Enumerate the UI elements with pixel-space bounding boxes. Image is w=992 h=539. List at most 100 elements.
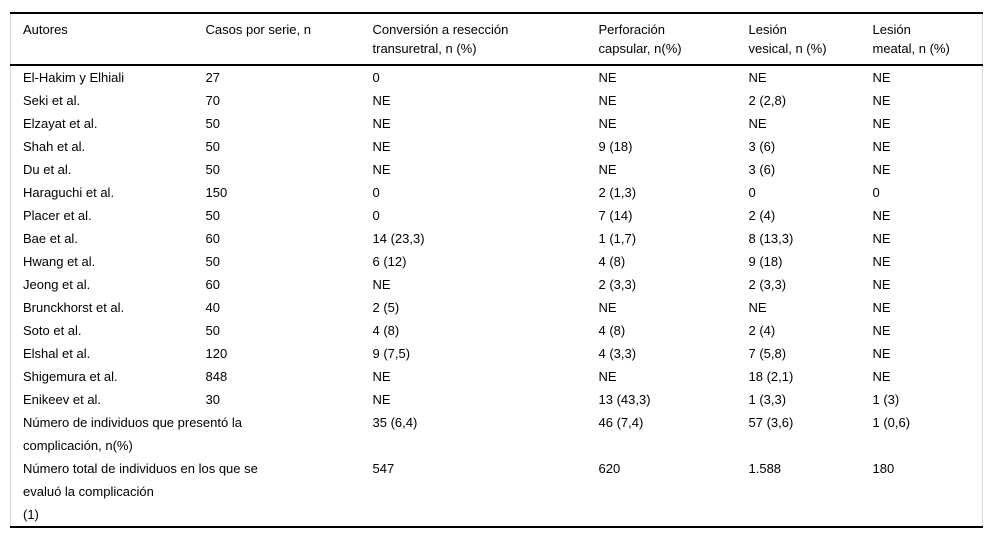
perforacion-cell: 620 [598,461,621,476]
casos-cell: 27 [205,70,220,85]
summary-label-cell: Número total de individuos en los que se… [23,461,258,522]
table-row: Seki et al. 70 NE NE 2 (2,8) NE [11,89,983,112]
perforacion-cell: 4 (8) [598,254,626,269]
column-header-vesical: Lesión vesical, n (%) [748,13,873,66]
casos-cell: 30 [205,392,220,407]
perforacion-cell: 13 (43,3) [598,392,651,407]
conversion-cell: NE [372,162,391,177]
conversion-cell: NE [372,93,391,108]
meatal-cell: NE [872,254,891,269]
conversion-cell: 547 [372,461,395,476]
vesical-cell: 0 [748,185,756,200]
autores-cell: Hwang et al. [23,254,96,269]
table-row: Shah et al. 50 NE 9 (18) 3 (6) NE [11,135,983,158]
casos-cell: 150 [205,185,228,200]
conversion-cell: 35 (6,4) [372,415,418,430]
perforacion-cell: 46 (7,4) [598,415,644,430]
vesical-cell: 3 (6) [748,162,776,177]
autores-cell: Brunckhorst et al. [23,300,125,315]
perforacion-cell: 2 (1,3) [598,185,637,200]
table-row: Jeong et al. 60 NE 2 (3,3) 2 (3,3) NE [11,273,983,296]
column-header-conversion: Conversión a resección transuretral, n (… [372,13,599,66]
meatal-cell: NE [872,208,891,223]
vesical-cell: 1.588 [748,461,782,476]
casos-cell: 40 [205,300,220,315]
vesical-cell: 8 (13,3) [748,231,794,246]
table-row: Shigemura et al. 848 NE NE 18 (2,1) NE [11,365,983,388]
autores-cell: Bae et al. [23,231,78,246]
table-row: Soto et al. 50 4 (8) 4 (8) 2 (4) NE [11,319,983,342]
column-header-perforacion: Perforación capsular, n(%) [598,13,749,66]
conversion-cell: 14 (23,3) [372,231,425,246]
meatal-cell: NE [872,139,891,154]
autores-cell: Elzayat et al. [23,116,98,131]
meatal-cell: 1 (0,6) [872,415,911,430]
meatal-cell: 0 [872,185,880,200]
autores-cell: Shigemura et al. [23,369,118,384]
summary-label-cell: Número de individuos que presentó la com… [23,415,242,453]
table-row: El-Hakim y Elhiali 27 0 NE NE NE [11,65,983,89]
meatal-cell: NE [872,346,891,361]
casos-cell: 60 [205,277,220,292]
vesical-cell: 1 (3,3) [748,392,787,407]
autores-cell: El-Hakim y Elhiali [23,70,125,85]
meatal-cell: 1 (3) [872,392,900,407]
autores-cell: Du et al. [23,162,72,177]
perforacion-cell: NE [598,369,617,384]
conversion-cell: 9 (7,5) [372,346,411,361]
conversion-cell: NE [372,139,391,154]
perforacion-cell: NE [598,70,617,85]
vesical-cell: 2 (4) [748,208,776,223]
conversion-cell: NE [372,116,391,131]
table-row: Placer et al. 50 0 7 (14) 2 (4) NE [11,204,983,227]
conversion-cell: 0 [372,70,380,85]
vesical-cell: 3 (6) [748,139,776,154]
vesical-cell: 57 (3,6) [748,415,794,430]
autores-cell: Enikeev et al. [23,392,102,407]
perforacion-cell: NE [598,93,617,108]
meatal-cell: NE [872,116,891,131]
table-row: Hwang et al. 50 6 (12) 4 (8) 9 (18) NE [11,250,983,273]
casos-cell: 120 [205,346,228,361]
summary-row: Número de individuos que presentó la com… [11,411,983,457]
table-body: El-Hakim y Elhiali 27 0 NE NE NE Seki et al. 70… [11,65,983,527]
autores-cell: Elshal et al. [23,346,91,361]
perforacion-cell: 7 (14) [598,208,633,223]
autores-cell: Jeong et al. [23,277,91,292]
casos-cell: 50 [205,323,220,338]
vesical-cell: 9 (18) [748,254,783,269]
vesical-cell: 2 (3,3) [748,277,787,292]
column-header-meatal: Lesión meatal, n (%) [872,13,983,66]
conversion-cell: NE [372,369,391,384]
perforacion-cell: 9 (18) [598,139,633,154]
casos-cell: 50 [205,208,220,223]
table-row: Elzayat et al. 50 NE NE NE NE [11,112,983,135]
table-row: Bae et al. 60 14 (23,3) 1 (1,7) 8 (13,3) NE [11,227,983,250]
table-row: Haraguchi et al. 150 0 2 (1,3) 0 0 [11,181,983,204]
table-header: Autores Casos por serie, n Conversión a … [10,13,983,66]
conversion-cell: NE [372,392,391,407]
meatal-cell: NE [872,300,891,315]
casos-cell: 848 [205,369,228,384]
casos-cell: 50 [205,116,220,131]
meatal-cell: NE [872,369,891,384]
meatal-cell: NE [872,277,891,292]
autores-cell: Soto et al. [23,323,82,338]
table-row: Enikeev et al. 30 NE 13 (43,3) 1 (3,3) 1 (3) [11,388,983,411]
autores-cell: Placer et al. [23,208,92,223]
casos-cell: 50 [205,162,220,177]
vesical-cell: 2 (2,8) [748,93,787,108]
summary-row: Número total de individuos en los que se… [11,457,983,527]
autores-cell: Shah et al. [23,139,86,154]
perforacion-cell: NE [598,162,617,177]
conversion-cell: NE [372,277,391,292]
perforacion-cell: 4 (3,3) [598,346,637,361]
perforacion-cell: 2 (3,3) [598,277,637,292]
meatal-cell: NE [872,231,891,246]
meatal-cell: NE [872,70,891,85]
table-row: Du et al. 50 NE NE 3 (6) NE [11,158,983,181]
vesical-cell: NE [748,116,767,131]
casos-cell: 50 [205,254,220,269]
meatal-cell: NE [872,93,891,108]
